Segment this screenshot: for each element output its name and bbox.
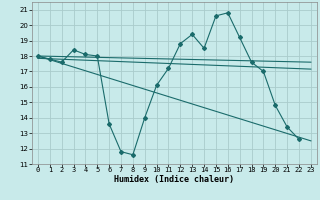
- X-axis label: Humidex (Indice chaleur): Humidex (Indice chaleur): [115, 175, 234, 184]
